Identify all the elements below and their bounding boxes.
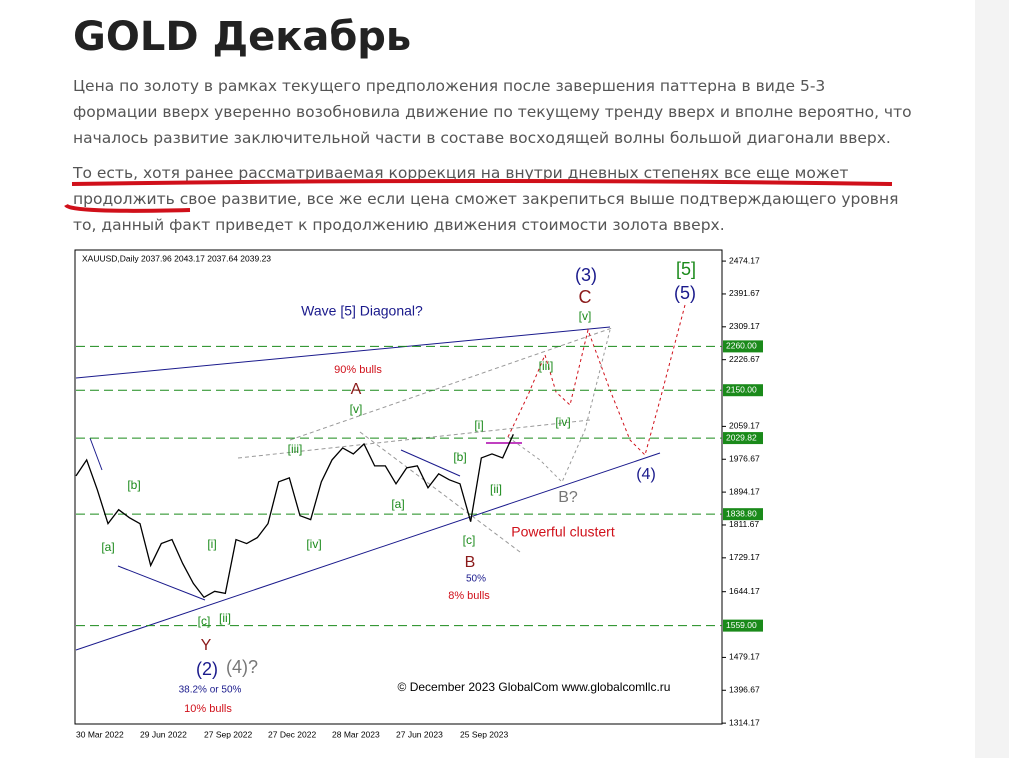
level-box <box>723 340 763 353</box>
annotation: 10% bulls <box>184 703 232 715</box>
title: GOLD Декабрь <box>73 14 412 60</box>
annotation: (4) <box>636 466 656 483</box>
x-tick-label: 30 Mar 2022 <box>76 729 124 739</box>
annotation: 38.2% or 50% <box>179 685 242 696</box>
annotation: [5] <box>676 259 696 279</box>
channel-line <box>237 419 591 459</box>
annotation: Y <box>201 637 212 654</box>
plot: XAUUSD,Daily 2037.96 2043.17 2037.64 203… <box>75 253 763 739</box>
annotation: C <box>579 287 592 307</box>
annotation: 8% bulls <box>448 590 490 602</box>
y-tick-label: 2059.17 <box>729 421 760 431</box>
drawings <box>75 304 686 651</box>
annotation: Powerful clustert <box>511 524 615 540</box>
annotation: (3) <box>575 265 597 285</box>
annotation: Wave [5] Diagonal? <box>301 303 423 319</box>
level-label: 1559.00 <box>726 620 757 630</box>
chart-header: XAUUSD,Daily 2037.96 2043.17 2037.64 203… <box>82 253 271 263</box>
y-tick-label: 2226.67 <box>729 354 760 364</box>
annotation: 90% bulls <box>334 364 382 376</box>
annotation: [v] <box>579 309 592 323</box>
y-tick-label: 1729.17 <box>729 552 760 562</box>
y-tick-label: 2309.17 <box>729 321 760 331</box>
projection <box>507 329 611 483</box>
trendline <box>89 437 103 471</box>
trendline <box>400 449 461 477</box>
x-tick-label: 27 Dec 2022 <box>268 729 316 739</box>
y-tick-label: 1479.17 <box>729 652 760 662</box>
level-box <box>723 619 763 632</box>
level-label: 2150.00 <box>726 384 757 394</box>
x-tick-label: 27 Sep 2022 <box>204 729 252 739</box>
annotation: [a] <box>391 497 404 511</box>
annotation: [c] <box>463 533 476 547</box>
annotation: 50% <box>466 574 486 585</box>
annotation: [iii] <box>288 442 303 456</box>
projection <box>507 304 686 456</box>
annotation: © December 2023 GlobalCom www.globalcoml… <box>398 680 671 694</box>
annotation: [i] <box>207 537 216 551</box>
channel-line <box>289 327 613 441</box>
y-tick-label: 1976.67 <box>729 453 760 463</box>
annotation: [ii] <box>219 611 231 625</box>
annotation: [c] <box>198 614 211 628</box>
annotation: B <box>465 554 476 571</box>
level-label: 2260.00 <box>726 341 757 351</box>
annotation: [ii] <box>490 482 502 496</box>
channel-line <box>359 431 521 553</box>
level-box <box>723 508 763 521</box>
annotation: [b] <box>127 478 140 492</box>
x-tick-label: 25 Sep 2023 <box>460 729 508 739</box>
annotation: [i] <box>474 418 483 432</box>
annotation: [b] <box>453 450 466 464</box>
annotation: [iii] <box>539 359 554 373</box>
annotation: [iv] <box>306 537 321 551</box>
annotation: B? <box>558 489 578 506</box>
annotation: (4)? <box>226 657 258 677</box>
level-box <box>723 384 763 397</box>
y-tick-label: 1644.17 <box>729 586 760 596</box>
level-label: 1838.80 <box>726 508 757 518</box>
paragraph: Цена по золоту в рамках текущего предпол… <box>73 77 912 147</box>
y-tick-label: 1396.67 <box>729 685 760 695</box>
x-tick-label: 28 Mar 2023 <box>332 729 380 739</box>
y-tick-label: 1894.17 <box>729 486 760 496</box>
annotation: [iv] <box>555 415 570 429</box>
level-label: 2029.82 <box>726 432 757 442</box>
y-tick-label: 1811.67 <box>729 519 759 529</box>
annotation: (5) <box>674 283 696 303</box>
level-box <box>723 432 763 445</box>
sidebar <box>975 0 1009 758</box>
annotation: A <box>351 381 362 398</box>
trendline <box>75 452 661 651</box>
annotation: (2) <box>196 659 218 679</box>
price-line <box>75 434 514 599</box>
annotation: [v] <box>350 402 363 416</box>
underline <box>71 179 893 186</box>
x-tick-label: 29 Jun 2022 <box>140 729 187 739</box>
annotation: [a] <box>101 540 114 554</box>
x-tick-label: 27 Jun 2023 <box>396 729 443 739</box>
paragraph: То есть, хотя ранее рассматриваемая корр… <box>73 164 899 234</box>
y-tick-label: 2474.17 <box>729 255 760 265</box>
trendline <box>117 565 206 601</box>
trendline <box>75 326 611 379</box>
plot-frame <box>74 249 723 725</box>
underline <box>64 203 191 213</box>
y-tick-label: 1314.17 <box>729 717 760 727</box>
y-tick-label: 2391.67 <box>729 288 760 298</box>
